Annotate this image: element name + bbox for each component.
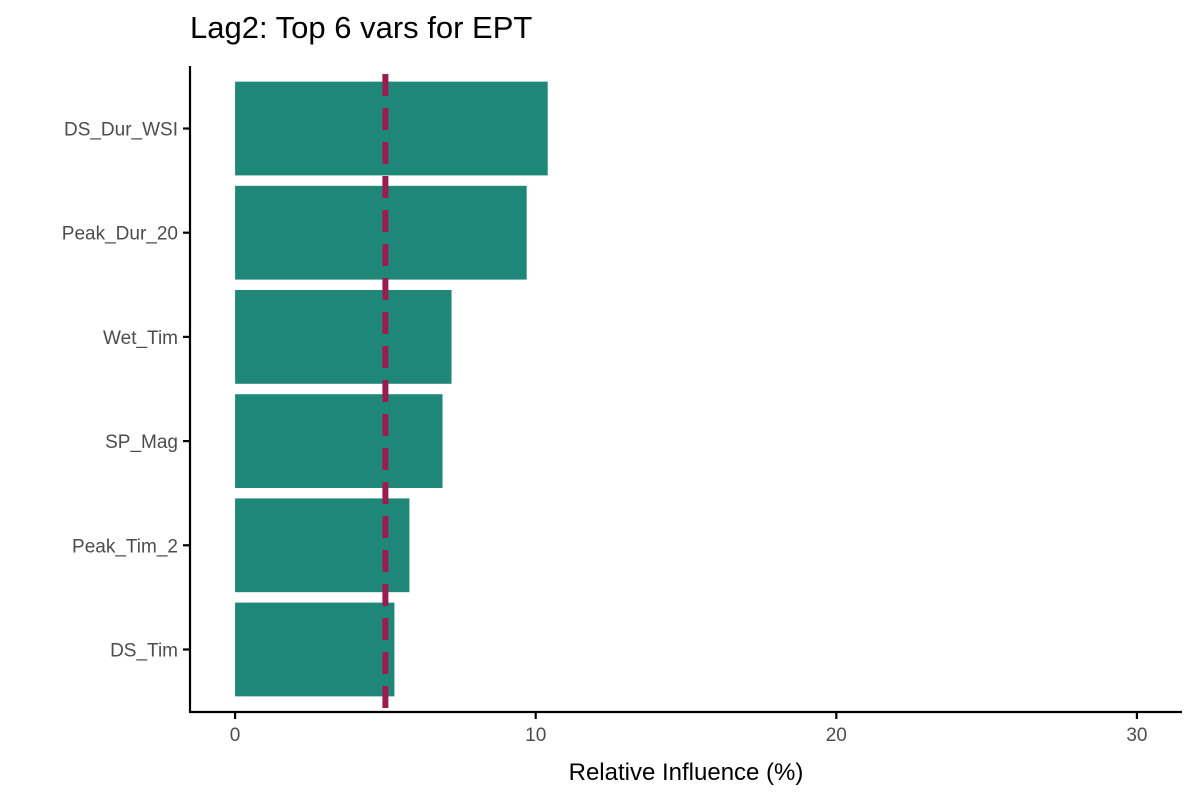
y-tick-label: SP_Mag bbox=[105, 432, 178, 453]
bar-peak_dur_20 bbox=[235, 185, 527, 280]
y-tick-label: DS_Tim bbox=[110, 640, 178, 661]
x-tick-label: 10 bbox=[525, 725, 546, 746]
y-tick-label: Wet_Tim bbox=[103, 328, 178, 349]
chart-title: Lag2: Top 6 vars for EPT bbox=[190, 10, 533, 45]
y-tick-label: Peak_Tim_2 bbox=[72, 536, 178, 557]
x-tick-label: 20 bbox=[826, 725, 847, 746]
bar-peak_tim_2 bbox=[235, 498, 410, 593]
bar-ds_dur_wsi bbox=[235, 81, 548, 176]
axes-layer: DS_Dur_WSI Peak_Dur_20 Wet_Tim SP_Mag Peak_T… bbox=[62, 66, 1182, 746]
bars-layer bbox=[235, 81, 548, 697]
x-tick-label: 30 bbox=[1126, 725, 1147, 746]
y-tick-label: DS_Dur_WSI bbox=[64, 120, 178, 141]
x-tick-label: 0 bbox=[230, 725, 241, 746]
bar-sp_mag bbox=[235, 394, 443, 488]
y-tick-label: Peak_Dur_20 bbox=[62, 224, 178, 245]
bar-ds_tim bbox=[235, 602, 395, 697]
bar-wet_tim bbox=[235, 290, 452, 384]
x-axis-title: Relative Influence (%) bbox=[569, 759, 804, 786]
